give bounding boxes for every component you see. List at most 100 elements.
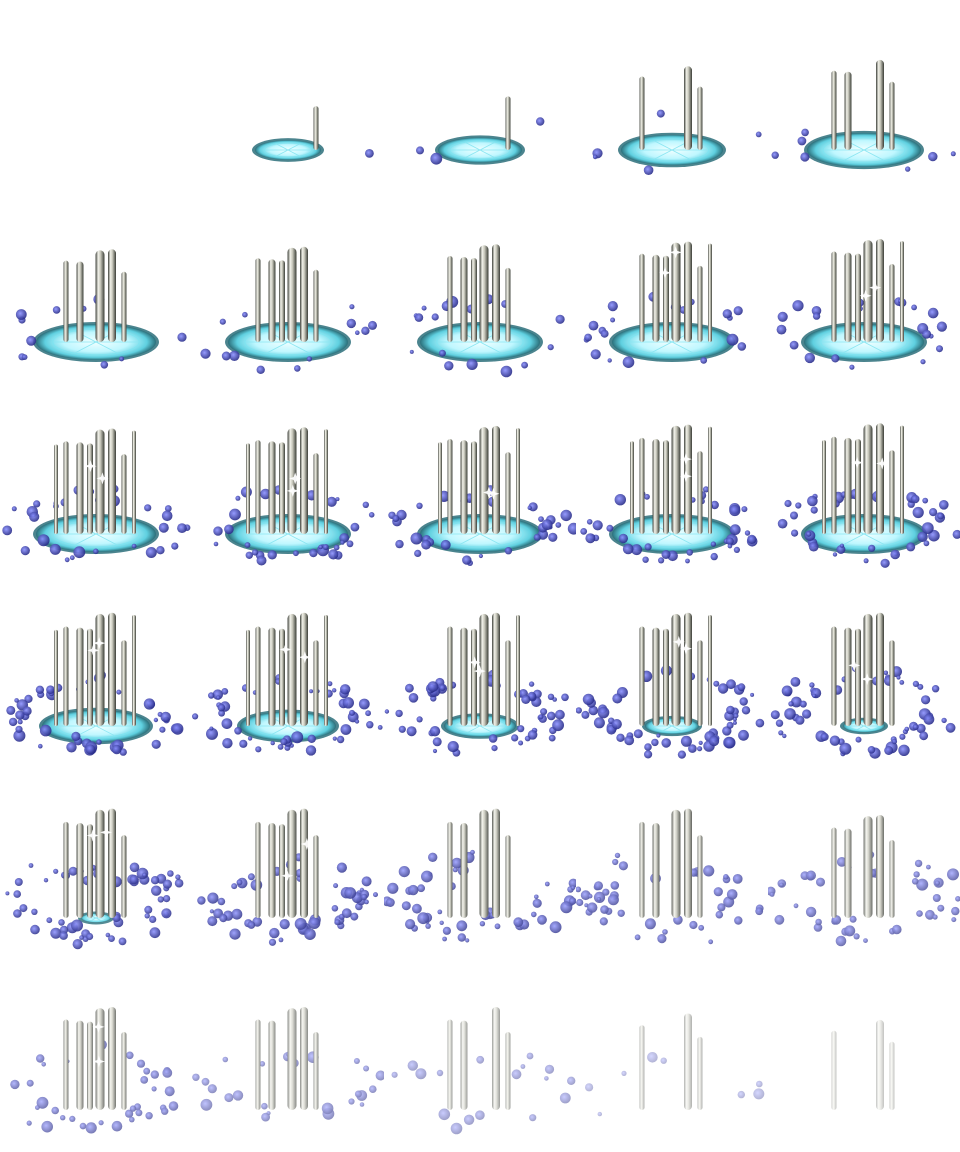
orb — [151, 885, 162, 896]
orb — [142, 872, 147, 878]
orb — [811, 306, 822, 316]
orb — [585, 1083, 594, 1092]
orb — [465, 938, 470, 943]
orb — [412, 903, 422, 914]
orb — [392, 515, 400, 522]
orb — [401, 901, 411, 911]
orb — [898, 744, 910, 756]
orb — [586, 519, 593, 525]
frame-canvas — [391, 1007, 576, 1135]
sparkle-icon — [84, 460, 97, 473]
orb — [158, 522, 169, 533]
orb-swirl — [365, 149, 374, 158]
frame-canvas — [384, 808, 576, 943]
light-pillar — [63, 1019, 69, 1110]
orb — [332, 736, 337, 741]
orb — [150, 876, 160, 885]
orb — [952, 529, 960, 539]
pillar-group — [255, 1007, 319, 1110]
orb — [245, 551, 253, 559]
orb — [192, 1073, 200, 1081]
orb — [221, 351, 231, 361]
orb — [361, 876, 372, 887]
orb — [144, 905, 153, 914]
light-pillar — [76, 442, 84, 534]
orb — [135, 1109, 143, 1117]
orb — [14, 878, 23, 886]
light-pillar — [460, 1020, 468, 1110]
orb — [809, 682, 815, 688]
orb — [59, 931, 68, 940]
orb — [570, 885, 576, 890]
orb-swirl — [192, 674, 383, 756]
orb — [242, 311, 248, 318]
orb — [60, 1115, 66, 1121]
orb — [905, 166, 911, 172]
sprite-frame-16 — [0, 576, 192, 768]
sparkle-icon — [861, 673, 874, 686]
orb — [256, 555, 267, 566]
light-pillar — [652, 254, 660, 342]
light-pillar — [471, 441, 477, 534]
orb — [31, 908, 38, 915]
orb — [631, 544, 643, 556]
orb — [20, 546, 30, 556]
light-pillar — [313, 106, 319, 150]
sprite-frame-19 — [576, 576, 768, 768]
orb — [769, 891, 775, 897]
light-pillar — [697, 265, 703, 342]
orb — [799, 700, 807, 708]
light-pillar — [63, 626, 69, 726]
sprite-frame-26 — [0, 960, 192, 1152]
orb — [255, 746, 262, 753]
orb — [791, 696, 802, 708]
orb — [607, 894, 619, 906]
orb — [727, 543, 733, 549]
orb — [708, 735, 720, 747]
orb — [527, 505, 532, 510]
orb — [145, 547, 157, 558]
light-pillar — [831, 827, 837, 918]
orb — [734, 916, 743, 925]
light-pillar — [684, 808, 692, 918]
orb — [369, 1085, 377, 1093]
light-pillar — [121, 454, 127, 534]
sprite-frame-15 — [768, 384, 960, 576]
frame-canvas — [576, 612, 765, 759]
light-pillar — [76, 261, 84, 342]
orb — [475, 1110, 485, 1120]
pillar-group — [831, 59, 895, 151]
orb — [662, 929, 668, 935]
orb — [610, 881, 620, 890]
sprite-frame-22 — [192, 768, 384, 960]
orb — [576, 898, 584, 907]
orb — [853, 933, 860, 940]
light-pillar — [287, 247, 297, 342]
sprite-frame-2 — [192, 0, 384, 192]
orb — [689, 920, 698, 930]
orb — [775, 719, 784, 727]
orb — [164, 505, 172, 512]
orb — [929, 508, 938, 517]
orb — [150, 1070, 159, 1079]
orb — [222, 1056, 229, 1063]
orb — [500, 365, 513, 378]
orb — [224, 524, 234, 535]
orb — [585, 533, 596, 544]
frame-canvas — [213, 427, 375, 566]
orb — [340, 684, 351, 695]
orb-swirl — [771, 128, 956, 172]
light-pillar — [324, 615, 328, 726]
orb — [612, 858, 619, 866]
orb — [617, 909, 625, 917]
pillar-group — [639, 1013, 703, 1110]
orb — [747, 534, 757, 544]
orb — [738, 729, 749, 741]
orb — [200, 1098, 213, 1111]
light-pillar — [492, 612, 500, 726]
sprite-frame-6 — [0, 192, 192, 384]
light-pillar — [863, 816, 873, 918]
light-pillar — [300, 612, 308, 726]
frame-canvas — [2, 428, 191, 563]
sparkle-icon — [859, 289, 872, 302]
